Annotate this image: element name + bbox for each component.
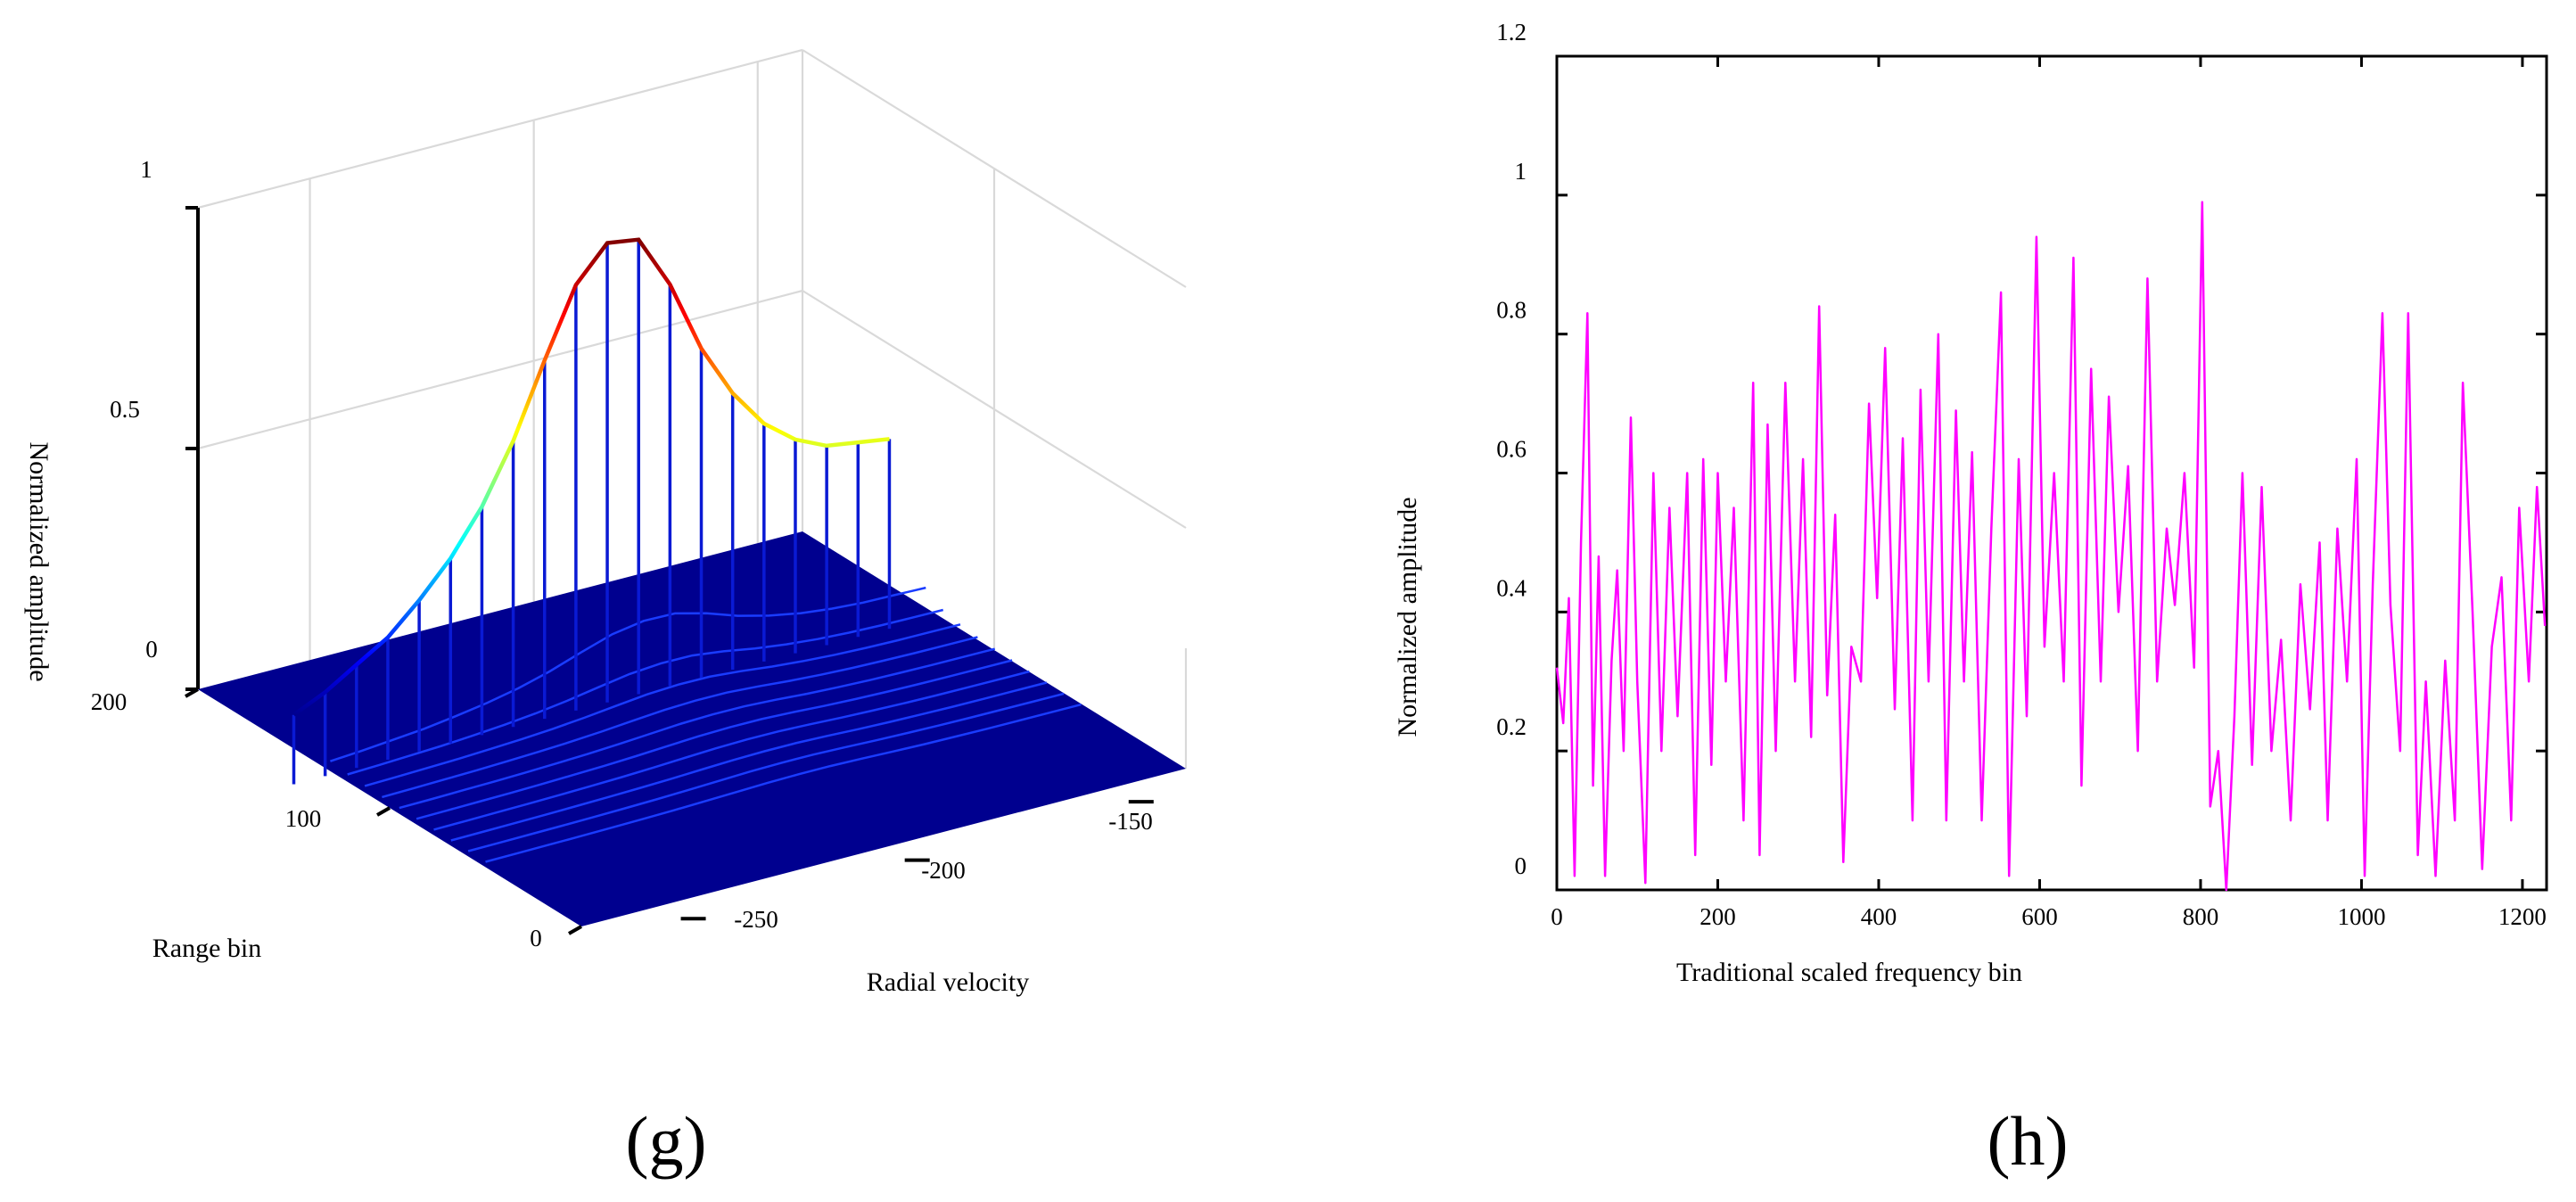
panel-g-floor-surface xyxy=(198,531,1186,926)
panel-g-zlabel: Normalized amplitude xyxy=(24,441,53,681)
panel-h-label: (h) xyxy=(1988,1102,2069,1180)
panel-h-x-ticks: 0 200 400 600 800 1000 1200 xyxy=(1551,56,2547,930)
h-x-tick-label: 1200 xyxy=(2498,903,2547,930)
panel-h-xlabel: Traditional scaled frequency bin xyxy=(1676,958,2022,987)
floor-profile-line xyxy=(347,608,944,776)
h-x-tick-label: 400 xyxy=(1861,903,1897,930)
panel-h-plot-frame xyxy=(1555,54,2548,892)
floor-profile-line xyxy=(399,647,996,810)
panel-g-ylabel: Range bin xyxy=(152,934,261,963)
floor-profile-line xyxy=(467,692,1065,852)
back-wall-gridline xyxy=(197,289,803,450)
h-x-tick-label: 1000 xyxy=(2337,903,2385,930)
panel-g-floor-waterfall-lines xyxy=(330,586,1082,863)
panel-h-y-ticks: 0 0.2 0.4 0.6 0.8 1 1.2 xyxy=(1496,19,2547,892)
h-y-tick-label: 1.2 xyxy=(1496,19,1527,45)
panel-h-line-chart: 00.20.40.60.811.2 0 200 400 600 800 1000 1200 … xyxy=(1393,19,2548,1180)
floor-profile-line xyxy=(382,636,978,799)
floor-profile-line xyxy=(485,703,1082,863)
y-tick-200: 200 xyxy=(91,688,128,715)
panel-g-label: (g) xyxy=(626,1102,707,1180)
x-tick-neg250: -250 xyxy=(734,906,778,933)
panel-g-xlabel: Radial velocity xyxy=(867,967,1029,997)
h-y-tick-label: 0.8 xyxy=(1496,297,1527,324)
h-y-tick-label: 1 xyxy=(1515,158,1527,185)
y-tickmark xyxy=(185,687,199,698)
x-tick-neg150: -150 xyxy=(1108,808,1153,835)
x-tick-neg200: -200 xyxy=(921,857,966,884)
h-y-tick-label: 0.4 xyxy=(1496,574,1527,601)
panel-g-3d-chart: 1 0.5 0 200 100 0 -250 -200 -150 Normali… xyxy=(24,48,1188,1180)
panel-h-series-line xyxy=(1555,201,2547,892)
z-tick-0: 0 xyxy=(145,636,158,663)
panel-g-ridge-curve xyxy=(292,237,890,717)
h-x-tick-label: 600 xyxy=(2021,903,2058,930)
h-x-tick-label: 0 xyxy=(1551,903,1563,930)
panel-g-tick-marks xyxy=(185,206,1154,935)
panel-g-gridlines xyxy=(197,48,1188,769)
y-tickmark xyxy=(376,806,391,817)
back-wall-gridline xyxy=(197,48,803,210)
y-tick-0: 0 xyxy=(530,925,542,951)
h-x-tick-label: 200 xyxy=(1700,903,1736,930)
floor-profile-line xyxy=(416,659,1013,820)
y-tickmark xyxy=(568,925,582,935)
floor-profile-line xyxy=(450,681,1048,842)
h-x-tick-label: 800 xyxy=(2183,903,2219,930)
h-y-tick-label: 0 xyxy=(1515,852,1527,879)
floor-profile-line xyxy=(364,623,961,787)
y-tick-100: 100 xyxy=(285,805,322,832)
h-y-tick-label: 0.2 xyxy=(1496,713,1527,740)
z-tick-1: 1 xyxy=(140,156,152,183)
panel-g-stems xyxy=(292,239,892,785)
floor-profile-line xyxy=(433,670,1030,831)
z-tick-0.5: 0.5 xyxy=(110,396,140,423)
panel-h-ylabel: Normalized amplitude xyxy=(1393,497,1422,737)
h-y-tick-label: 0.6 xyxy=(1496,436,1527,463)
